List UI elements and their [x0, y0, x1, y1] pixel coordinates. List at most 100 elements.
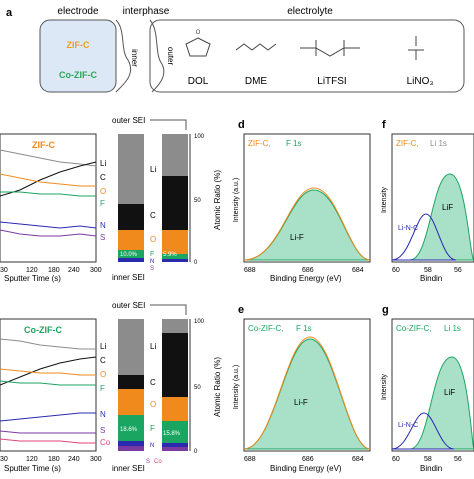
row1-bar-label-o: O: [150, 235, 156, 244]
row2-bar1: [118, 319, 144, 451]
row1-bar2: [162, 134, 188, 262]
panel-a-letter: a: [6, 7, 13, 19]
row2-bar-label-co: Co: [154, 459, 162, 465]
row1-xtick-1: 120: [26, 267, 38, 274]
panel-f-tick-1: 58: [424, 267, 432, 274]
panel-g-title-core: Li 1s: [444, 324, 461, 333]
row1-series-o: [0, 173, 96, 187]
panel-d-fit: [243, 187, 371, 261]
panel-e-xlabel: Binding Energy (eV): [270, 464, 342, 473]
row2-bar-label-li: Li: [150, 342, 156, 351]
panel-e-ylabel: Intensity (a.u.): [233, 365, 240, 409]
panel-d: d ZIF-C, F 1s Li-F Intensity (a.u.) 688 …: [230, 110, 380, 285]
row2-series-n: [0, 412, 96, 422]
panel-f-peak-label-linc: Li-N-C: [398, 225, 418, 232]
dme-structure: [235, 43, 277, 51]
row2-outer-sei-label: outer SEI: [112, 301, 145, 310]
panel-f-letter: f: [382, 119, 386, 131]
litfsi-structure: [300, 40, 360, 57]
row1-label-li: Li: [100, 159, 106, 168]
row1-series-s: [0, 229, 97, 237]
panel-d-tick-2: 684: [352, 267, 364, 274]
electrode-cozif-label: Co-ZIF-C: [59, 70, 97, 80]
row1-series-n: [0, 221, 97, 229]
panel-d-frame: [243, 133, 371, 263]
row1-bar-label-c: C: [150, 211, 156, 220]
row1-outer-sei-bracket: [150, 119, 187, 130]
svg-text:O: O: [196, 30, 201, 36]
panel-g-ylabel: Intensity: [381, 373, 388, 400]
panel-g-xlabel: Bindin: [420, 464, 442, 473]
row2-bar-label-n: N: [150, 443, 154, 449]
panel-e-title-core: F 1s: [296, 324, 312, 333]
interphase-outer-label: outer: [166, 47, 175, 66]
row2-xtick-3: 240: [68, 456, 80, 463]
panel-d-peak: [243, 189, 371, 261]
panel-f-xlabel: Bindin: [420, 274, 442, 283]
panel-e-tick-2: 684: [352, 456, 364, 463]
panel-d-xlabel: Binding Energy (eV): [270, 274, 342, 283]
row1-ratio-label: Atomic Ratio (%): [213, 170, 222, 230]
panel-f-title-core: Li 1s: [430, 139, 447, 148]
molecule-dme-label: DME: [245, 76, 268, 87]
row1-ratio-tick-10: 100: [194, 134, 205, 140]
interphase-inner-label: inner: [130, 49, 139, 67]
electrode-box: [39, 19, 117, 93]
row2-xtick-1: 120: [26, 456, 38, 463]
row1-bar2-pct: 5.9%: [163, 252, 177, 258]
row1-left-svg: outer SEI ZIF-C Li C O F N S 30 120 180 …: [0, 116, 222, 283]
row2-label-co: Co: [100, 438, 111, 447]
electrode-zif-label: ZIF-C: [67, 40, 90, 50]
row2-label-f: F: [100, 384, 105, 393]
row2-bar-label-o: O: [150, 400, 156, 409]
row1-label-f: F: [100, 199, 105, 208]
row2-xtick-2: 180: [48, 456, 60, 463]
row1-bar-label-s: S: [150, 266, 154, 272]
molecule-lino3-label: LiNO₃: [407, 76, 434, 87]
panel-f-peak-label-lif: LiF: [442, 203, 453, 212]
panel-g-tick-1: 58: [424, 456, 432, 463]
panel-g-peak-linc: [391, 412, 455, 450]
row2-bar-label-s: S: [146, 459, 150, 465]
panel-f-tick-0: 60: [392, 267, 400, 274]
row2-series-s: [0, 430, 96, 434]
row2-bar-label-c: C: [150, 378, 156, 387]
panel-e-tick-1: 686: [302, 456, 314, 463]
row1-series-f: [0, 191, 96, 197]
panel-g-frame: [391, 318, 474, 452]
row1-label-n: N: [100, 221, 106, 230]
row1-label-o: O: [100, 187, 106, 196]
panel-d-tick-1: 686: [302, 267, 314, 274]
interphase-curve-1: [115, 19, 132, 93]
row1-bar-label-n: N: [150, 259, 154, 265]
panel-e-svg: e Co-ZIF-C, F 1s Li-F Intensity (a.u.) 6…: [233, 304, 371, 473]
panel-e-title-sample: Co-ZIF-C,: [248, 324, 284, 333]
row2-outer-sei-bracket: [150, 304, 187, 315]
panel-g-peak-lif: [409, 356, 474, 450]
row1-left: outer SEI ZIF-C Li C O F N S 30 120 180 …: [0, 110, 230, 285]
panel-a: a electrode ZIF-C Co-ZIF-C interphase in…: [0, 0, 474, 110]
panel-d-peak-label: Li-F: [290, 233, 304, 242]
row1-sample-label: ZIF-C: [32, 140, 55, 150]
row2-ratio-label: Atomic Ratio (%): [213, 357, 222, 417]
row1-bar-label-f: F: [150, 251, 154, 258]
panel-f-peak-linc: [391, 213, 457, 261]
interphase-header: interphase: [123, 6, 170, 17]
panel-e-peak-label: Li-F: [294, 398, 308, 407]
panel-f-peak-lif: [409, 173, 474, 261]
row2-label-o: O: [100, 370, 106, 379]
electrolyte-box: [149, 19, 465, 93]
panel-g-tick-2: 56: [454, 456, 462, 463]
interphase-curve-2: [149, 19, 165, 93]
row2-label-s: S: [100, 426, 105, 435]
panel-a-svg: a electrode ZIF-C Co-ZIF-C interphase in…: [6, 6, 465, 93]
row2-series-f: [0, 380, 96, 386]
row1-bar1-pct: 10.0%: [120, 252, 138, 258]
dol-structure: O: [185, 30, 211, 57]
panel-e-letter: e: [238, 304, 244, 316]
row1-xtick-3: 240: [68, 267, 80, 274]
panel-g-peak-label-linc: Li-N-C: [398, 422, 418, 429]
panel-f-frame: [391, 133, 474, 263]
row2-series-co: [0, 438, 96, 444]
row1-bar-label-li: Li: [150, 165, 156, 174]
